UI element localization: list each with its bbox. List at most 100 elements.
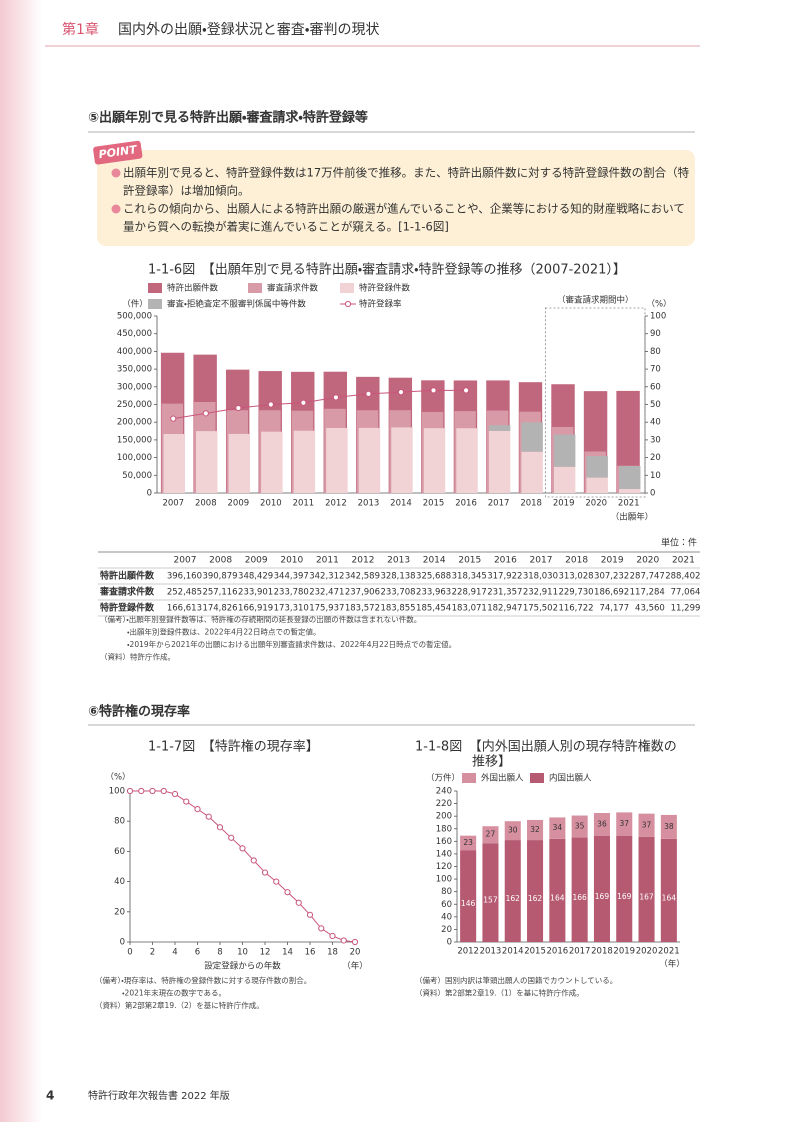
x-tick-label: 2013: [480, 947, 502, 957]
line-marker: [397, 389, 405, 396]
table-header: 2012: [352, 556, 375, 566]
line-marker: [216, 824, 224, 831]
note: （備考）・出願年別登録件数等は、特許権の存続期間の延長登録の出願の件数は含まれな…: [100, 614, 421, 624]
line-marker: [332, 394, 340, 401]
table-row-label: 審査請求件数: [99, 586, 155, 598]
table-cell: 175,937: [309, 604, 344, 614]
table-cell: 185,454: [416, 604, 451, 614]
table-row-label: 特許出願件数: [100, 570, 155, 582]
line-marker: [126, 787, 134, 795]
x-tick-label: 2017: [569, 947, 591, 957]
bar: [527, 840, 544, 942]
axis-label: 設定登録からの年数: [204, 961, 281, 972]
axis-label: （%）: [646, 299, 671, 310]
x-tick-label: 2016: [547, 947, 569, 957]
x-tick-label: 2015: [524, 947, 546, 957]
x-tick-label: 2019: [613, 947, 635, 957]
tick-label: 350,000: [117, 365, 152, 375]
bar: [586, 455, 608, 478]
bar: [549, 838, 566, 942]
tick-label: 50,000: [122, 471, 152, 481]
x-tick-label: 2018: [520, 499, 542, 509]
table-cell: 342,589: [345, 572, 380, 582]
axis-label: （件）: [122, 299, 148, 310]
bar: [482, 843, 499, 942]
value-label: 30: [508, 826, 518, 835]
table-cell: 344,397: [274, 572, 309, 582]
value-label: 167: [639, 892, 654, 901]
table-cell: 390,879: [202, 572, 237, 582]
legend-label: 特許出願件数: [167, 283, 219, 294]
table-cell: 328,138: [380, 572, 415, 582]
table-cell: 317,922: [487, 572, 522, 582]
tick-label: 18: [327, 948, 338, 958]
value-label: 164: [550, 893, 565, 902]
line-marker: [228, 834, 235, 841]
legend-swatch: [248, 283, 262, 293]
line-marker: [235, 404, 242, 412]
table-cell: 325,688: [416, 572, 451, 582]
x-tick-label: 2013: [358, 499, 380, 509]
tick-label: 90: [650, 329, 661, 339]
line-marker: [194, 806, 201, 813]
note: （資料）第2部第2章19.（2）を基に特許庁作成。: [95, 1000, 264, 1010]
tick-label: 70: [650, 365, 661, 375]
note: （資料）第2部第2章19.（1）を基に特許庁作成。: [415, 988, 584, 998]
tick-label: 14: [282, 948, 293, 958]
table-cell: 313,028: [558, 572, 593, 582]
x-tick-label: 2012: [325, 499, 347, 509]
line-marker: [295, 899, 302, 906]
tick-label: 100,000: [117, 453, 152, 463]
value-label: 23: [463, 838, 473, 847]
tick-label: 160: [436, 837, 452, 847]
legend-swatch: [462, 773, 476, 783]
bar: [553, 466, 576, 493]
table-header: 2013: [387, 556, 410, 566]
value-label: 169: [595, 892, 610, 901]
table-header: 2017: [530, 556, 553, 566]
tick-label: 6: [195, 948, 200, 958]
axis-label: （出願年）: [611, 512, 654, 523]
tick-label: 80: [114, 817, 125, 827]
x-tick-label: 2015: [423, 499, 445, 509]
bar: [618, 465, 641, 490]
table-cell: 342,312: [309, 572, 344, 582]
table-cell: 288,402: [665, 572, 700, 582]
tick-label: 450,000: [117, 329, 152, 339]
bar: [660, 814, 677, 839]
footer-title: 特許行政年次報告書 2022 年版: [88, 1089, 230, 1102]
point-badge-bg: [93, 140, 143, 165]
legend-label: 外国出願人: [481, 773, 524, 784]
chapter: 第1章: [62, 21, 99, 38]
bar: [638, 836, 655, 942]
line-marker: [205, 813, 212, 820]
table-header: 2008: [209, 556, 232, 566]
line-marker: [171, 790, 179, 798]
tick-label: 40: [441, 912, 452, 922]
axis-label: （年）: [659, 959, 685, 970]
table-cell: 166,613: [167, 604, 202, 614]
table-cell: 233,963: [416, 588, 451, 598]
bar: [586, 477, 608, 493]
tick-label: 10: [650, 471, 661, 481]
tick-label: 100: [650, 312, 666, 322]
point-text: 量から質への転換が着実に進んでいることが窺える。[1-1-6図]: [123, 220, 449, 234]
table-header: 2009: [245, 556, 268, 566]
axis-label: （年）: [342, 961, 368, 972]
table-cell: 396,160: [167, 572, 202, 582]
value-label: 169: [617, 892, 632, 901]
bar: [521, 422, 543, 452]
table-unit: 単位：件: [661, 537, 697, 549]
bar: [616, 835, 633, 942]
note: （資料）特許庁作成。: [100, 652, 175, 662]
bar: [460, 835, 477, 851]
value-label: 164: [662, 893, 677, 902]
note: ・出願年別登録件数は、2022年4月22日時点での暫定値。: [127, 627, 320, 637]
x-tick-label: 2020: [636, 947, 658, 957]
tick-label: 220: [436, 799, 452, 809]
bar: [521, 451, 543, 493]
bar: [456, 428, 478, 493]
bar: [488, 425, 511, 431]
bar: [616, 812, 633, 836]
tick-label: 20: [350, 948, 361, 958]
